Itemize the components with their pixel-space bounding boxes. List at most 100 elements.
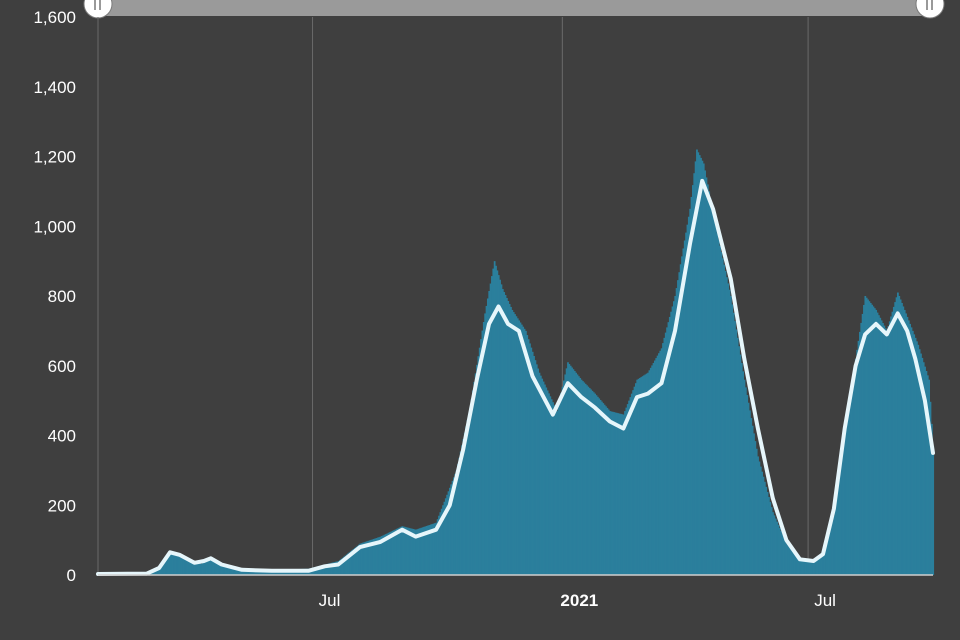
- y-tick-label: 1,400: [33, 78, 76, 97]
- range-slider-track[interactable]: [98, 0, 930, 16]
- daily-bar: [721, 258, 724, 575]
- average-line: [96, 178, 935, 576]
- daily-bar: [538, 372, 541, 575]
- daily-bar: [800, 559, 803, 575]
- daily-bar: [871, 304, 873, 575]
- daily-bar: [806, 560, 808, 575]
- daily-bar: [872, 306, 875, 575]
- daily-bar: [317, 566, 320, 575]
- daily-bar: [184, 558, 186, 575]
- daily-bar: [322, 564, 325, 575]
- daily-bar: [932, 445, 935, 575]
- range-handle-right[interactable]: [915, 0, 945, 19]
- daily-bar: [321, 565, 324, 575]
- daily-bar: [640, 377, 643, 575]
- daily-bar: [482, 321, 485, 575]
- daily-bar: [753, 433, 755, 575]
- daily-bar: [219, 562, 222, 575]
- daily-bar: [527, 339, 530, 575]
- daily-bar: [716, 233, 719, 575]
- daily-bar: [916, 341, 918, 575]
- daily-bar: [167, 554, 170, 575]
- daily-bar: [854, 358, 857, 575]
- daily-bar: [467, 413, 470, 575]
- daily-bar: [773, 515, 776, 575]
- daily-bar: [155, 567, 158, 575]
- daily-bar: [833, 515, 835, 575]
- daily-bar: [208, 558, 211, 575]
- daily-bar: [412, 528, 415, 575]
- daily-bar: [697, 152, 700, 575]
- daily-bar: [366, 541, 368, 575]
- daily-bar: [602, 403, 605, 575]
- daily-bar: [865, 297, 868, 575]
- daily-bar: [204, 560, 207, 575]
- daily-bar: [531, 351, 534, 575]
- daily-bar: [772, 512, 774, 575]
- daily-bar: [459, 451, 462, 575]
- daily-bar: [477, 356, 480, 575]
- daily-bar: [655, 358, 658, 575]
- daily-bar: [886, 330, 888, 575]
- range-slider[interactable]: [83, 0, 945, 19]
- daily-bar: [761, 471, 764, 575]
- daily-bar: [571, 367, 573, 575]
- daily-bar: [777, 524, 780, 575]
- daily-bar: [315, 566, 318, 575]
- daily-bar: [842, 439, 845, 575]
- daily-bar: [902, 306, 905, 575]
- daily-bar: [636, 379, 639, 575]
- y-tick-label: 1,000: [33, 217, 76, 236]
- daily-bar: [781, 534, 784, 575]
- daily-bar: [743, 379, 746, 575]
- daily-bar: [519, 322, 522, 575]
- daily-bar: [343, 556, 345, 575]
- daily-bar: [780, 531, 783, 575]
- daily-bar: [620, 413, 622, 575]
- daily-bar: [863, 304, 865, 575]
- daily-bar: [914, 337, 917, 575]
- daily-bar: [466, 420, 469, 575]
- daily-bar: [735, 329, 738, 575]
- daily-bar: [880, 320, 883, 575]
- daily-bar: [546, 390, 549, 575]
- daily-bar: [565, 368, 568, 575]
- daily-bar: [674, 296, 677, 575]
- daily-bar: [326, 563, 329, 575]
- daily-bar: [523, 328, 526, 575]
- daily-bar: [692, 185, 694, 575]
- daily-bar: [454, 473, 457, 575]
- daily-bar: [634, 383, 637, 575]
- daily-bar: [314, 566, 317, 575]
- daily-bar: [678, 272, 681, 575]
- x-tick-label: Jul: [814, 591, 836, 610]
- daily-bar: [489, 283, 492, 575]
- daily-bar: [348, 552, 351, 575]
- daily-bar: [427, 525, 430, 575]
- daily-bar: [770, 507, 773, 575]
- daily-bar: [516, 318, 519, 575]
- daily-bar: [561, 386, 564, 575]
- daily-bar: [444, 498, 447, 575]
- daily-bar: [450, 484, 453, 575]
- daily-bar: [928, 379, 931, 575]
- bar-series: [97, 149, 935, 576]
- daily-bar: [720, 252, 723, 575]
- daily-bar: [420, 527, 423, 575]
- daily-bar: [731, 304, 734, 575]
- daily-bar: [670, 311, 673, 575]
- daily-bar: [233, 566, 235, 575]
- daily-bar: [239, 568, 242, 575]
- daily-bar: [162, 561, 165, 575]
- daily-bar: [564, 374, 567, 575]
- daily-bar: [537, 368, 539, 575]
- daily-bar: [899, 299, 902, 575]
- daily-bar: [548, 393, 550, 575]
- daily-bar: [328, 563, 330, 575]
- daily-bar: [647, 372, 649, 575]
- daily-bar: [859, 331, 861, 575]
- daily-bar: [504, 295, 507, 575]
- daily-bar: [630, 393, 633, 575]
- daily-bar: [818, 557, 821, 575]
